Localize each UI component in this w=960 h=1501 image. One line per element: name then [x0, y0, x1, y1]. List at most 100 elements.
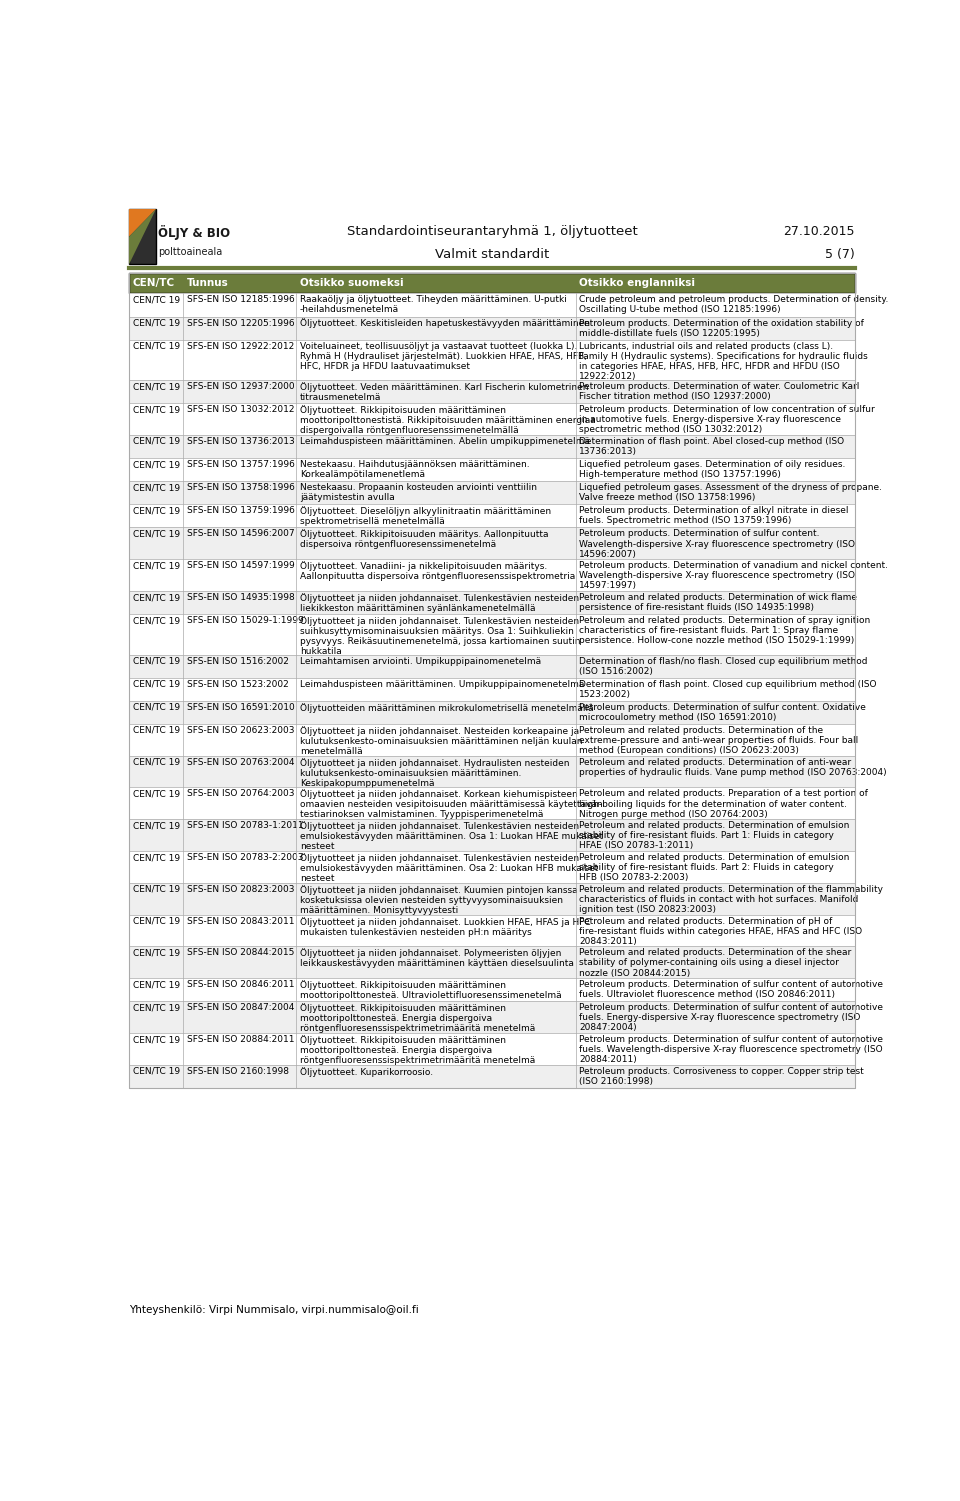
Text: SFS-EN ISO 20623:2003: SFS-EN ISO 20623:2003	[187, 726, 295, 735]
Text: Petroleum products. Determination of vanadium and nickel content.
Wavelength-dis: Petroleum products. Determination of van…	[579, 561, 888, 590]
Text: Otsikko englanniksi: Otsikko englanniksi	[579, 278, 695, 288]
Text: CEN/TC 19: CEN/TC 19	[132, 726, 180, 735]
Text: Petroleum and related products. Determination of emulsion
stability of fire-resi: Petroleum and related products. Determin…	[579, 821, 850, 851]
Text: Nestekaasu. Haihdutusjäännöksen määrittäminen.
Korkealämpötilamenetlemä: Nestekaasu. Haihdutusjäännöksen määrittä…	[300, 461, 529, 479]
FancyBboxPatch shape	[129, 273, 855, 293]
Text: CEN/TC 19: CEN/TC 19	[132, 437, 180, 446]
Text: Öljytuotteet ja niiden johdannaiset. Korkean kiehumispisteen
omaavien nesteiden : Öljytuotteet ja niiden johdannaiset. Kor…	[300, 790, 602, 820]
Text: CEN/TC 19: CEN/TC 19	[132, 790, 180, 799]
Text: SFS-EN ISO 13736:2013: SFS-EN ISO 13736:2013	[187, 437, 295, 446]
FancyBboxPatch shape	[129, 591, 855, 614]
Text: CEN/TC 19: CEN/TC 19	[132, 1067, 180, 1076]
Text: Öljytuotteet ja niiden johdannaiset. Tulenkestävien nesteiden
liekikkeston määri: Öljytuotteet ja niiden johdannaiset. Tul…	[300, 593, 579, 612]
Text: CEN/TC 19: CEN/TC 19	[132, 1003, 180, 1012]
Text: SFS-EN ISO 12937:2000: SFS-EN ISO 12937:2000	[187, 383, 295, 392]
FancyBboxPatch shape	[129, 788, 855, 820]
Text: Öljytuotteet. Dieselöljyn alkyylinitraatin määrittäminen
spektrometrisellä menet: Öljytuotteet. Dieselöljyn alkyylinitraat…	[300, 506, 551, 527]
Text: Liquefied petroleum gases. Determination of oily residues.
High-temperature meth: Liquefied petroleum gases. Determination…	[579, 461, 846, 479]
FancyBboxPatch shape	[129, 851, 855, 883]
Text: SFS-EN ISO 20843:2011: SFS-EN ISO 20843:2011	[187, 917, 295, 926]
FancyBboxPatch shape	[129, 504, 855, 527]
Text: CEN/TC 19: CEN/TC 19	[132, 853, 180, 862]
Text: SFS-EN ISO 2160:1998: SFS-EN ISO 2160:1998	[187, 1067, 289, 1076]
Text: SFS-EN ISO 20847:2004: SFS-EN ISO 20847:2004	[187, 1003, 295, 1012]
FancyBboxPatch shape	[129, 883, 855, 914]
FancyBboxPatch shape	[129, 1064, 855, 1088]
FancyBboxPatch shape	[129, 979, 855, 1001]
Text: Petroleum and related products. Determination of anti-wear
properties of hydraul: Petroleum and related products. Determin…	[579, 758, 887, 776]
Text: Öljytuotteet ja niiden johdannaiset. Hydraulisten nesteiden
kulutuksenkesto-omin: Öljytuotteet ja niiden johdannaiset. Hyd…	[300, 758, 569, 788]
Text: Petroleum and related products. Determination of the flammability
characteristic: Petroleum and related products. Determin…	[579, 886, 883, 914]
Text: Petroleum products. Corrosiveness to copper. Copper strip test
(ISO 2160:1998): Petroleum products. Corrosiveness to cop…	[579, 1067, 864, 1085]
Text: Determination of flash point. Closed cup equilibrium method (ISO
1523:2002): Determination of flash point. Closed cup…	[579, 680, 876, 699]
Text: Petroleum products. Determination of sulfur content of automotive
fuels. Wavelen: Petroleum products. Determination of sul…	[579, 1036, 883, 1064]
Text: Crude petroleum and petroleum products. Determination of density.
Oscillating U-: Crude petroleum and petroleum products. …	[579, 296, 889, 314]
Text: Petroleum products. Determination of low concentration of sulfur
in automotive f: Petroleum products. Determination of low…	[579, 405, 875, 434]
Text: CEN/TC 19: CEN/TC 19	[132, 530, 180, 539]
Text: CEN/TC 19: CEN/TC 19	[132, 758, 180, 767]
FancyBboxPatch shape	[129, 404, 855, 435]
Text: CEN/TC: CEN/TC	[132, 278, 175, 288]
Text: CEN/TC 19: CEN/TC 19	[132, 296, 180, 305]
Text: CEN/TC 19: CEN/TC 19	[132, 980, 180, 989]
Text: Petroleum and related products. Determination of wick flame
persistence of fire-: Petroleum and related products. Determin…	[579, 593, 857, 612]
Text: CEN/TC 19: CEN/TC 19	[132, 561, 180, 570]
Text: SFS-EN ISO 20823:2003: SFS-EN ISO 20823:2003	[187, 886, 295, 895]
Text: CEN/TC 19: CEN/TC 19	[132, 461, 180, 470]
FancyBboxPatch shape	[129, 527, 855, 560]
Text: CEN/TC 19: CEN/TC 19	[132, 821, 180, 830]
Text: Öljytuotteet. Keskitisleiden hapetuskestävyyden määrittäminen: Öljytuotteet. Keskitisleiden hapetuskest…	[300, 318, 589, 329]
Text: Petroleum and related products. Determination of emulsion
stability of fire-resi: Petroleum and related products. Determin…	[579, 853, 850, 883]
Text: CEN/TC 19: CEN/TC 19	[132, 886, 180, 895]
Text: CEN/TC 19: CEN/TC 19	[132, 593, 180, 602]
Text: CEN/TC 19: CEN/TC 19	[132, 680, 180, 689]
FancyBboxPatch shape	[129, 701, 855, 723]
FancyBboxPatch shape	[129, 654, 855, 677]
Text: Öljytuotteet ja niiden johdannaiset. Polymeeristen öljyjen
leikkauskestävyyden m: Öljytuotteet ja niiden johdannaiset. Pol…	[300, 949, 573, 968]
FancyBboxPatch shape	[129, 380, 855, 404]
Text: Otsikko suomeksi: Otsikko suomeksi	[300, 278, 403, 288]
FancyBboxPatch shape	[129, 820, 855, 851]
FancyBboxPatch shape	[129, 677, 855, 701]
Text: SFS-EN ISO 15029-1:1999: SFS-EN ISO 15029-1:1999	[187, 615, 304, 624]
Text: SFS-EN ISO 20764:2003: SFS-EN ISO 20764:2003	[187, 790, 295, 799]
Text: Petroleum products. Determination of alkyl nitrate in diesel
fuels. Spectrometri: Petroleum products. Determination of alk…	[579, 506, 849, 525]
Text: Nestekaasu. Propaanin kosteuden arviointi venttiilin
jäätymistestin avulla: Nestekaasu. Propaanin kosteuden arvioint…	[300, 483, 537, 503]
Text: Petroleum and related products. Determination of pH of
fire-resistant fluids wit: Petroleum and related products. Determin…	[579, 917, 862, 946]
FancyBboxPatch shape	[129, 1033, 855, 1064]
Text: Leimahduspisteen määrittäminen. Abelin umpikuppimenetelmä: Leimahduspisteen määrittäminen. Abelin u…	[300, 437, 589, 446]
Text: Öljytuotteet. Veden määrittäminen. Karl Fischerin kulometrinen
titrausmenetelmä: Öljytuotteet. Veden määrittäminen. Karl …	[300, 383, 588, 402]
FancyBboxPatch shape	[129, 293, 855, 317]
Text: Öljytuotteet. Rikkipitoisuuden määrittäminen
moottoripolttonesteä. Energia dispe: Öljytuotteet. Rikkipitoisuuden määrittäm…	[300, 1036, 535, 1066]
Text: Öljytuotteet ja niiden johdannaiset. Luokkien HFAE, HFAS ja HFC
mukaisten tulenk: Öljytuotteet ja niiden johdannaiset. Luo…	[300, 917, 590, 937]
FancyBboxPatch shape	[129, 435, 855, 458]
Text: CEN/TC 19: CEN/TC 19	[132, 656, 180, 665]
Text: Öljytuotteet ja niiden johdannaiset. Kuumien pintojen kanssa
kosketuksissa olevi: Öljytuotteet ja niiden johdannaiset. Kuu…	[300, 886, 577, 914]
Text: Petroleum products. Determination of sulfur content of automotive
fuels. Ultravi: Petroleum products. Determination of sul…	[579, 980, 883, 1000]
Text: Tunnus: Tunnus	[187, 278, 228, 288]
FancyBboxPatch shape	[129, 723, 855, 755]
FancyBboxPatch shape	[129, 914, 855, 947]
Text: Öljytuotteet. Vanadiini- ja nikkelipitoisuuden määritys.
Aallonpituutta disperso: Öljytuotteet. Vanadiini- ja nikkelipitoi…	[300, 561, 575, 581]
Text: Petroleum products. Determination of sulfur content.
Wavelength-dispersive X-ray: Petroleum products. Determination of sul…	[579, 530, 855, 558]
Text: Lubricants, industrial oils and related products (class L).
Family H (Hydraulic : Lubricants, industrial oils and related …	[579, 342, 868, 381]
Text: Determination of flash point. Abel closed-cup method (ISO
13736:2013): Determination of flash point. Abel close…	[579, 437, 845, 456]
Polygon shape	[129, 209, 156, 264]
Text: Raakaöljy ja öljytuotteet. Tiheyden määrittäminen. U-putki
-heilahdusmenetelmä: Raakaöljy ja öljytuotteet. Tiheyden määr…	[300, 296, 566, 314]
Text: SFS-EN ISO 13759:1996: SFS-EN ISO 13759:1996	[187, 506, 295, 515]
Text: SFS-EN ISO 13757:1996: SFS-EN ISO 13757:1996	[187, 461, 295, 470]
Text: CEN/TC 19: CEN/TC 19	[132, 383, 180, 392]
Text: SFS-EN ISO 20783-2:2003: SFS-EN ISO 20783-2:2003	[187, 853, 303, 862]
Text: 27.10.2015: 27.10.2015	[783, 225, 855, 237]
Text: Petroleum products. Determination of the oxidation stability of
middle-distillat: Petroleum products. Determination of the…	[579, 318, 864, 338]
Text: SFS-EN ISO 20844:2015: SFS-EN ISO 20844:2015	[187, 949, 295, 958]
FancyBboxPatch shape	[129, 560, 855, 591]
Text: CEN/TC 19: CEN/TC 19	[132, 949, 180, 958]
FancyBboxPatch shape	[129, 755, 855, 788]
Text: SFS-EN ISO 14596:2007: SFS-EN ISO 14596:2007	[187, 530, 295, 539]
Text: Petroleum and related products. Determination of the shear
stability of polymer-: Petroleum and related products. Determin…	[579, 949, 852, 977]
Text: Voiteluaineet, teollisuusöljyt ja vastaavat tuotteet (luokka L).
Ryhmä H (Hydrau: Voiteluaineet, teollisuusöljyt ja vastaa…	[300, 342, 587, 371]
Text: Öljytuotteet ja niiden johdannaiset. Nesteiden korkeapaine ja
kulutuksenkesto-om: Öljytuotteet ja niiden johdannaiset. Nes…	[300, 726, 582, 757]
Text: Öljytuotteet ja niiden johdannaiset. Tulenkestävien nesteiden
suihkusyttymisomin: Öljytuotteet ja niiden johdannaiset. Tul…	[300, 615, 580, 656]
Text: CEN/TC 19: CEN/TC 19	[132, 917, 180, 926]
